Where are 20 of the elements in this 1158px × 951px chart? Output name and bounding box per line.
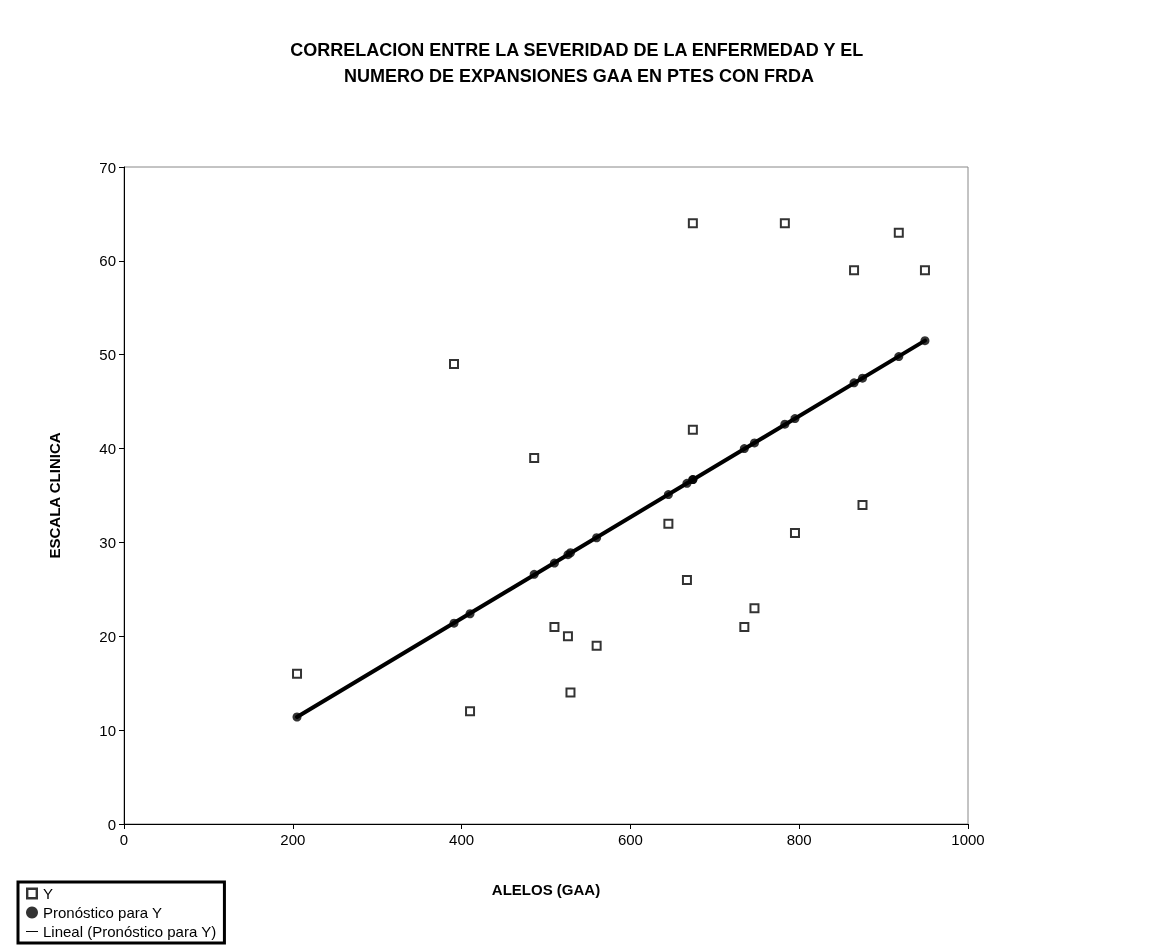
y-tick-label: 50: [99, 346, 116, 364]
x-tick-label: 200: [280, 831, 306, 848]
x-tick-label: 0: [119, 831, 129, 848]
y-tick-label: 40: [99, 440, 116, 458]
y-tick-label: 30: [99, 533, 116, 551]
y-tick-label: 70: [99, 158, 116, 176]
y-tick-label: 60: [99, 252, 116, 270]
x-tick-label: 1000: [951, 831, 985, 848]
y-tick-label: 20: [99, 627, 116, 645]
legend-label: Lineal (Pronóstico para Y): [43, 923, 217, 940]
x-tick-label: 400: [449, 831, 475, 848]
x-tick-label: 600: [617, 831, 643, 848]
y-tick-label: 0: [107, 815, 116, 833]
x-axis-title: ALELOS (GAA): [491, 881, 601, 898]
x-tick-label: 800: [786, 831, 812, 848]
legend-label: Y: [43, 885, 54, 902]
y-axis-title: ESCALA CLINICA: [46, 432, 63, 559]
legend-label: Pronóstico para Y: [43, 904, 162, 921]
chart-title: CORRELACION ENTRE LA SEVERIDAD DE LA ENFERMEDAD Y EL NUMERO DE EXPANSIONES GAA EN PTES CON FRDA: [290, 40, 868, 86]
y-tick-label: 10: [99, 721, 116, 739]
